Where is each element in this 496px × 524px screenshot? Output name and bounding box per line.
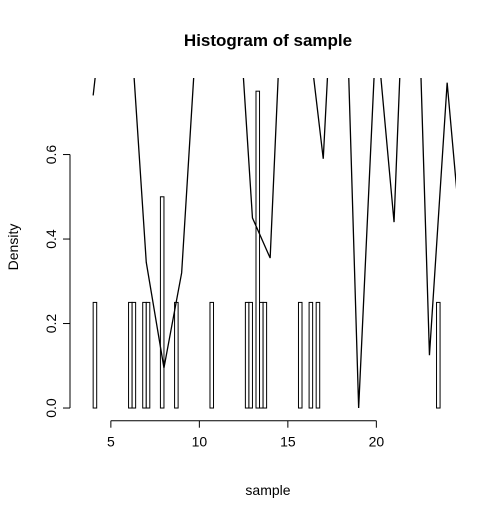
density-line bbox=[92, 78, 456, 409]
bar bbox=[436, 301, 441, 409]
bar bbox=[262, 301, 268, 409]
y-tick-label: 0.6 bbox=[43, 145, 59, 165]
bar bbox=[255, 90, 261, 409]
bar bbox=[315, 301, 321, 409]
bar bbox=[259, 301, 264, 409]
bar bbox=[142, 301, 147, 409]
x-axis-label: sample bbox=[245, 482, 290, 498]
bar bbox=[209, 301, 215, 409]
bar bbox=[131, 301, 137, 409]
bar bbox=[92, 301, 98, 409]
bar bbox=[145, 301, 151, 409]
x-tick-label: 15 bbox=[280, 434, 296, 450]
y-tick-label: 0.4 bbox=[43, 229, 59, 249]
chart-title: Histogram of sample bbox=[184, 31, 352, 50]
y-tick-label: 0.2 bbox=[43, 314, 59, 334]
line-layer bbox=[92, 78, 456, 409]
x-tick-label: 20 bbox=[369, 434, 385, 450]
bar bbox=[244, 301, 250, 409]
x-tick-label: 5 bbox=[107, 434, 115, 450]
bar bbox=[248, 301, 253, 409]
bar bbox=[128, 301, 133, 409]
bar bbox=[159, 196, 165, 409]
bar bbox=[297, 301, 303, 409]
bar bbox=[174, 301, 179, 409]
bar bbox=[308, 301, 314, 409]
x-tick-label: 10 bbox=[192, 434, 208, 450]
y-tick-label: 0.0 bbox=[43, 398, 59, 418]
y-axis-label: Density bbox=[5, 224, 21, 271]
